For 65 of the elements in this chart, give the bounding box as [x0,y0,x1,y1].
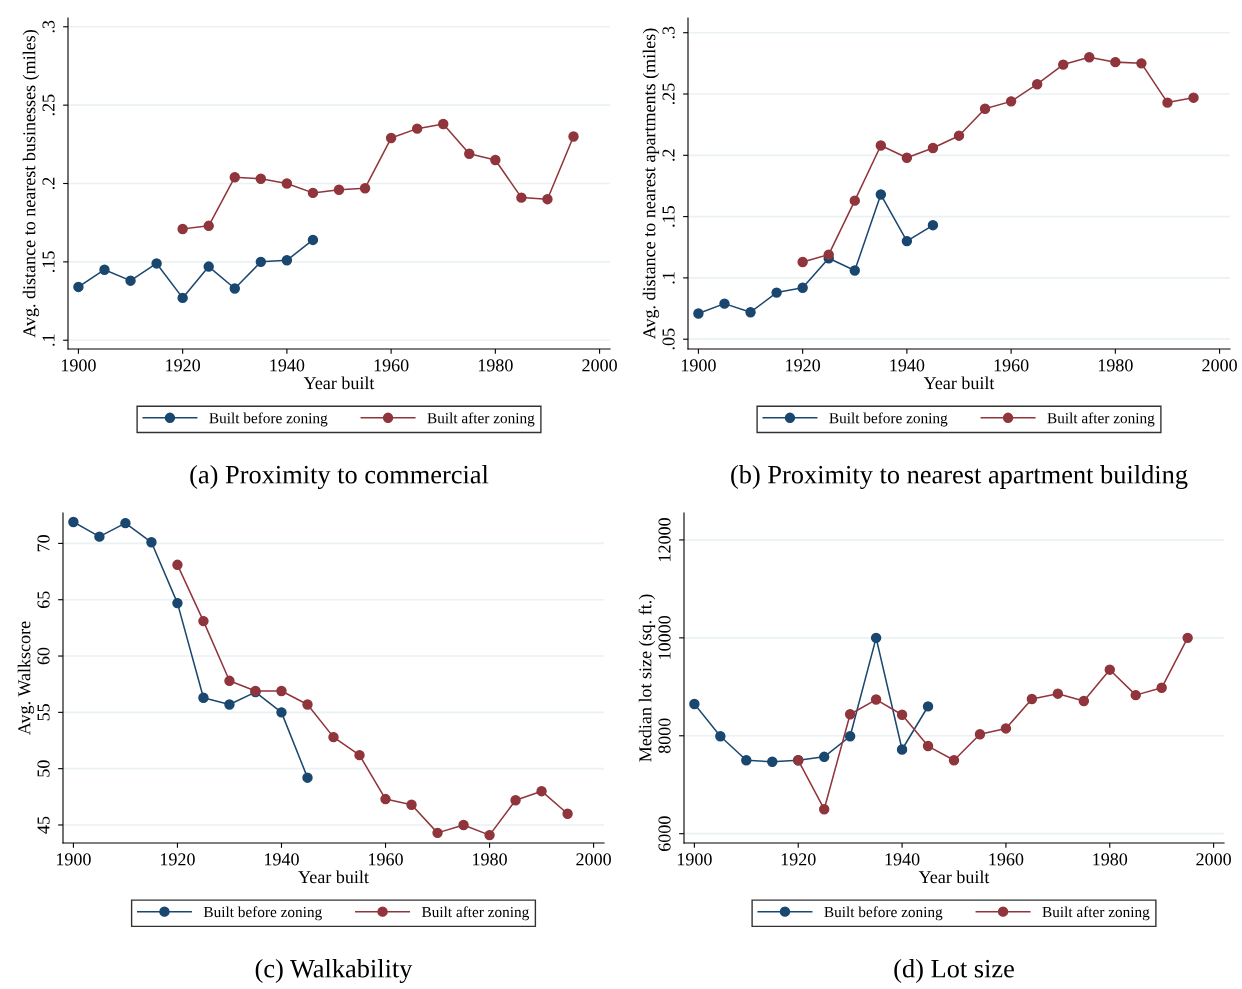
x-tick-label: 2000 [576,853,611,866]
x-axis-title: Year built [303,376,375,390]
y-tick-label: .2 [42,177,55,190]
x-tick-label: 1940 [265,853,299,866]
x-tick-label: 1920 [786,359,821,372]
y-tick-label: 70 [37,535,50,552]
y-tick-label: 10000 [658,615,671,659]
x-tick-label: 1960 [369,853,403,866]
x-tick-label: 1960 [374,359,409,372]
x-axis-title: Year built [918,870,990,884]
legend-label: Built before zoning [203,906,322,921]
legend-label: Built after zoning [1042,906,1150,921]
y-tick-label: 60 [37,647,50,665]
y-tick-label: .15 [662,206,675,227]
x-tick-label: 1940 [890,359,925,372]
y-tick-label: .25 [662,83,675,105]
y-tick-label: 12000 [658,518,671,561]
text: (d) Lot size [894,959,1014,983]
text: (b) Proximity to nearest apartment building [731,465,1188,489]
x-tick-label: 1940 [885,853,920,866]
y-tick-label: 50 [37,760,50,777]
y-tick-label: .3 [42,20,55,33]
x-tick-label: 1900 [681,359,716,372]
x-tick-label: 1980 [473,853,507,866]
text: (c) Walkability [255,959,413,983]
legend-label: Built before zoning [829,412,948,427]
legend-label: Built after zoning [421,906,529,921]
legend-label: Built after zoning [1047,412,1155,427]
y-tick-label: 8000 [658,718,671,754]
y-axis-title: Avg. distance to nearest apartments (miles) [642,28,660,340]
x-tick-label: 1900 [677,853,712,866]
x-tick-label: 1920 [160,853,195,866]
legend-label: Built after zoning [427,412,535,427]
legend-label: Built before zoning [209,412,328,427]
x-tick-label: 2000 [582,359,617,372]
x-axis-title: Year built [298,870,369,884]
y-tick-label: 65 [37,591,50,608]
x-tick-label: 1900 [56,853,91,866]
x-tick-label: 1940 [270,359,305,372]
x-tick-label: 1900 [61,359,96,372]
x-tick-label: 2000 [1196,853,1231,866]
x-tick-label: 1920 [781,853,816,866]
y-tick-label: 6000 [658,816,671,851]
y-tick-label: .1 [662,272,675,284]
y-axis-title: Avg. distance to nearest businesses (miles) [22,30,40,338]
x-tick-label: 1920 [166,359,201,372]
y-axis-title: Avg. Walkscore [17,621,35,735]
legend-label: Built before zoning [824,906,943,921]
x-tick-label: 1960 [994,359,1029,372]
text: (a) Proximity to commercial [190,465,489,489]
x-axis-title: Year built [923,376,995,390]
x-tick-label: 2000 [1202,359,1237,372]
y-axis-title: Median lot size (sq. ft.) [638,594,656,762]
x-tick-label: 1960 [989,853,1024,866]
y-tick-label: .15 [42,251,55,272]
y-tick-label: .05 [662,328,675,350]
x-tick-label: 1980 [1098,359,1133,372]
x-tick-label: 1980 [1093,853,1128,866]
y-tick-label: .1 [42,334,55,346]
y-tick-label: 55 [37,704,50,721]
y-tick-label: .25 [42,94,55,116]
x-tick-label: 1980 [478,359,513,372]
y-tick-label: .3 [662,26,675,39]
y-tick-label: .2 [662,149,675,161]
y-tick-label: 45 [37,816,50,834]
